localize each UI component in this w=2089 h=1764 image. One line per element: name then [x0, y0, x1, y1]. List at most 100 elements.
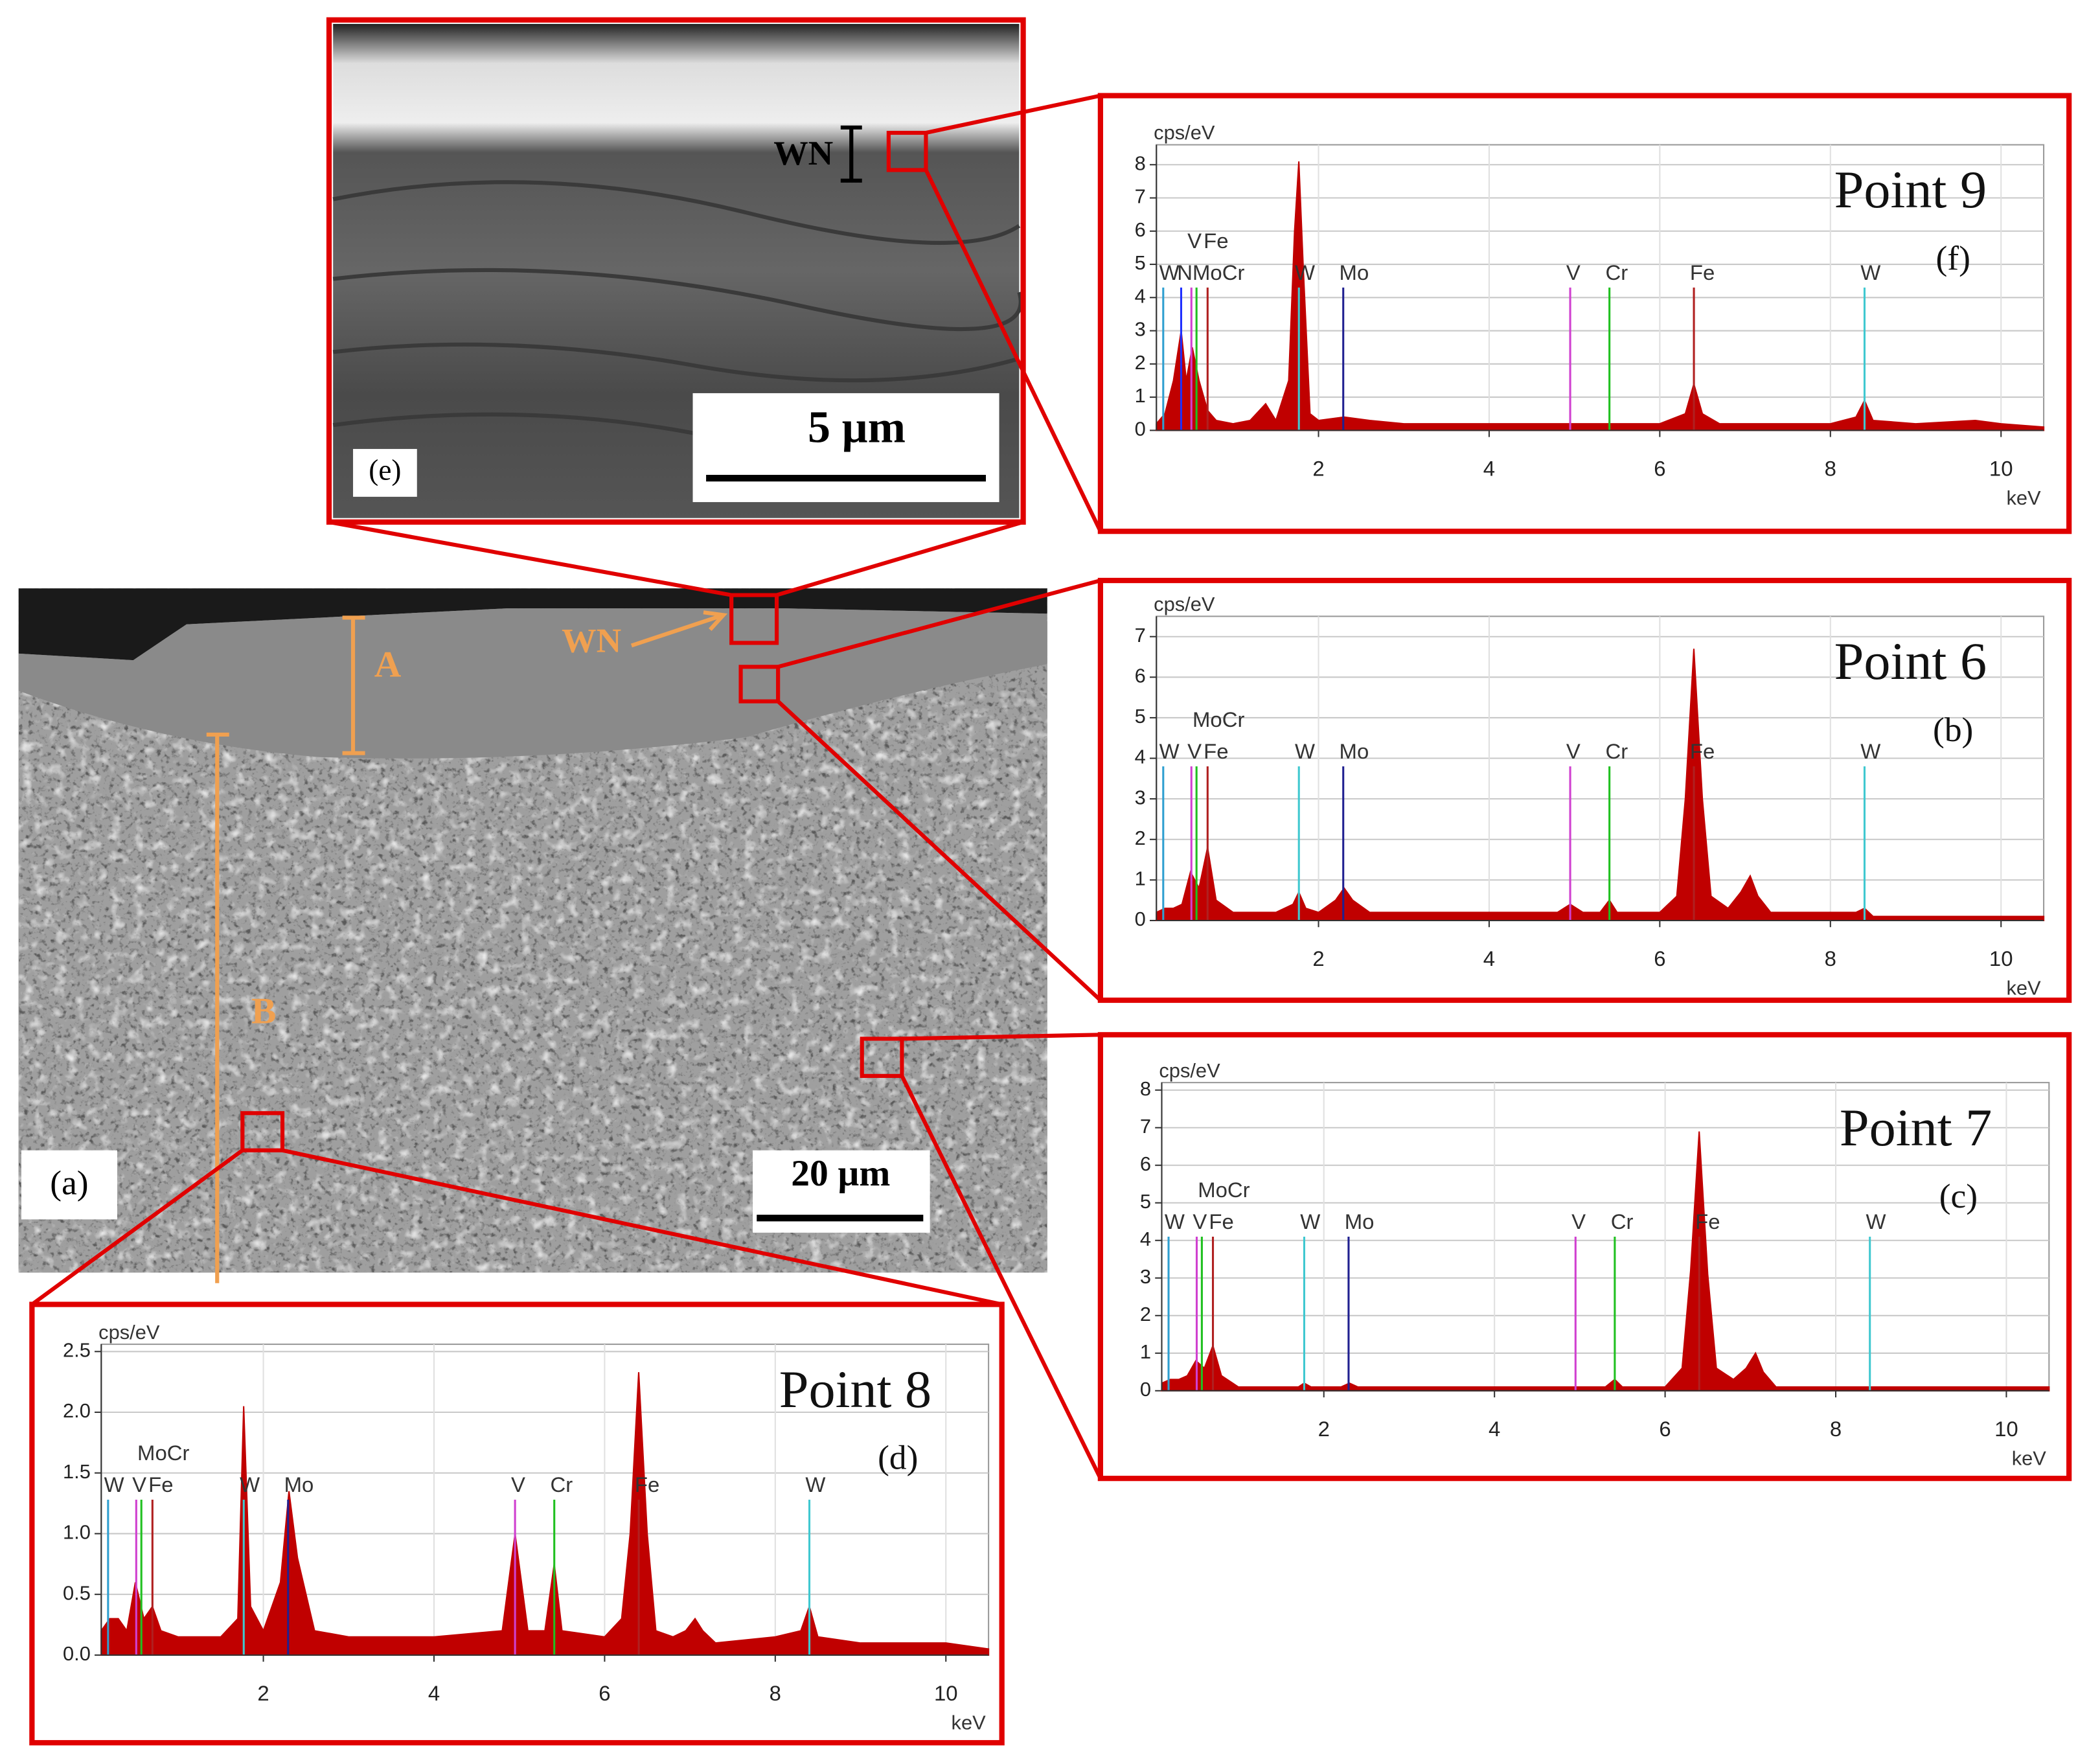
- frame: [326, 17, 1026, 525]
- y-tick-label: 7: [1140, 1115, 1151, 1138]
- y-tick-label: 6: [1135, 664, 1146, 687]
- x-tick-label: 6: [1654, 946, 1665, 970]
- panel-label: (b): [1933, 710, 1973, 749]
- element-label: V: [1187, 229, 1202, 253]
- element-label: W: [104, 1472, 124, 1496]
- connector: [776, 520, 1024, 597]
- x-tick-label: 4: [1483, 457, 1495, 481]
- plot-area: [1156, 615, 2045, 921]
- element-label: W: [1860, 739, 1880, 763]
- element-label: W: [1860, 260, 1880, 284]
- frame: [1097, 93, 2072, 534]
- y-tick-label: 3: [1140, 1265, 1151, 1288]
- element-label: V: [1571, 1209, 1586, 1233]
- y-tick-label: 0: [1140, 1378, 1151, 1401]
- panel-label: (d): [878, 1438, 918, 1477]
- panel-label: (e): [369, 453, 401, 486]
- connector: [925, 93, 1101, 135]
- connector: [900, 1075, 1102, 1480]
- x-tick-label: 10: [1994, 1417, 2018, 1441]
- x-tick-label: 4: [1483, 946, 1495, 970]
- y-tick-label: 0.5: [63, 1581, 91, 1604]
- element-label: W: [1295, 739, 1315, 763]
- element-label: V: [1193, 1209, 1207, 1233]
- element-label: Fe: [1209, 1209, 1233, 1233]
- zoom-box: [729, 593, 779, 645]
- zone-b-label: B: [251, 991, 276, 1032]
- element-label: V: [132, 1472, 146, 1496]
- y-tick-label: 0.0: [63, 1642, 91, 1665]
- y-tick-label: 5: [1135, 705, 1146, 727]
- spectrum: [1156, 648, 2045, 921]
- y-tick-label: 4: [1140, 1228, 1151, 1250]
- y-tick-label: 1: [1135, 867, 1146, 890]
- x-tick-label: 8: [1830, 1417, 1842, 1441]
- connector: [902, 1033, 1101, 1041]
- connector: [282, 1148, 1003, 1307]
- connectors: [30, 93, 1102, 1480]
- connector: [924, 169, 1102, 533]
- layer-label: WN: [773, 133, 833, 172]
- panel-box: [21, 1150, 117, 1220]
- element-label: Fe: [1204, 739, 1228, 763]
- spectrum: [1161, 1131, 2050, 1392]
- image-a: (a) 20 µm A B WN: [18, 588, 1047, 1283]
- y-axis-label: cps/eV: [1154, 121, 1215, 144]
- element-label: MoCr: [1193, 707, 1244, 731]
- element-label: Mo: [284, 1472, 314, 1496]
- x-tick-label: 4: [428, 1681, 440, 1705]
- connector: [30, 1149, 244, 1307]
- y-tick-label: 1.0: [63, 1521, 91, 1544]
- x-tick-label: 10: [934, 1681, 958, 1705]
- connector: [777, 700, 1102, 1002]
- panel-label: (f): [1936, 238, 1970, 277]
- plot-area: [1161, 1082, 2050, 1392]
- chart-frames: [29, 93, 2072, 1746]
- element-label: W: [1159, 739, 1180, 763]
- zone-a-label: A: [374, 645, 402, 685]
- y-tick-label: 7: [1135, 185, 1146, 208]
- y-tick-label: 5: [1140, 1190, 1151, 1213]
- y-tick-label: 2.0: [63, 1399, 91, 1422]
- element-label: W: [240, 1472, 260, 1496]
- x-tick-label: 2: [257, 1681, 269, 1705]
- element-label: Fe: [1690, 260, 1715, 284]
- y-axis-label: cps/eV: [1154, 593, 1215, 615]
- x-tick-label: 6: [1659, 1417, 1671, 1441]
- panel-label: (c): [1939, 1176, 1978, 1215]
- element-label: Mo: [1345, 1209, 1375, 1233]
- spectrum: [100, 1372, 990, 1656]
- connector: [328, 520, 732, 597]
- element-label: Cr: [1605, 739, 1628, 763]
- x-tick-label: 6: [1654, 457, 1665, 481]
- chart-title: Point 9: [1834, 160, 1987, 219]
- y-tick-label: 0: [1135, 418, 1146, 441]
- element-label: MoCr: [1198, 1178, 1250, 1202]
- element-label: N: [1177, 260, 1193, 284]
- element-label: W: [1300, 1209, 1320, 1233]
- zoom-box: [886, 130, 928, 172]
- element-label: W: [805, 1472, 825, 1496]
- element-label: W: [1159, 260, 1180, 284]
- y-tick-label: 2: [1135, 827, 1146, 849]
- image-e: 5 µm (e) WN: [326, 17, 1026, 525]
- scale-text: 20 µm: [791, 1153, 890, 1194]
- scale-box: [692, 393, 999, 503]
- element-label: Fe: [148, 1472, 173, 1496]
- zoom-boxes: [240, 593, 904, 1152]
- y-tick-label: 3: [1135, 786, 1146, 808]
- y-tick-label: 3: [1135, 318, 1146, 341]
- y-tick-label: 8: [1140, 1077, 1151, 1100]
- zone-b-bracket: [206, 732, 229, 1283]
- zoom-box: [240, 1111, 285, 1152]
- panel-box: [353, 449, 417, 497]
- element-label: Cr: [551, 1472, 573, 1496]
- element-label: Fe: [1695, 1209, 1720, 1233]
- thickness-bracket: [840, 125, 862, 183]
- x-tick-label: 4: [1489, 1417, 1500, 1441]
- panel-label: (a): [50, 1163, 88, 1202]
- y-tick-label: 7: [1135, 624, 1146, 647]
